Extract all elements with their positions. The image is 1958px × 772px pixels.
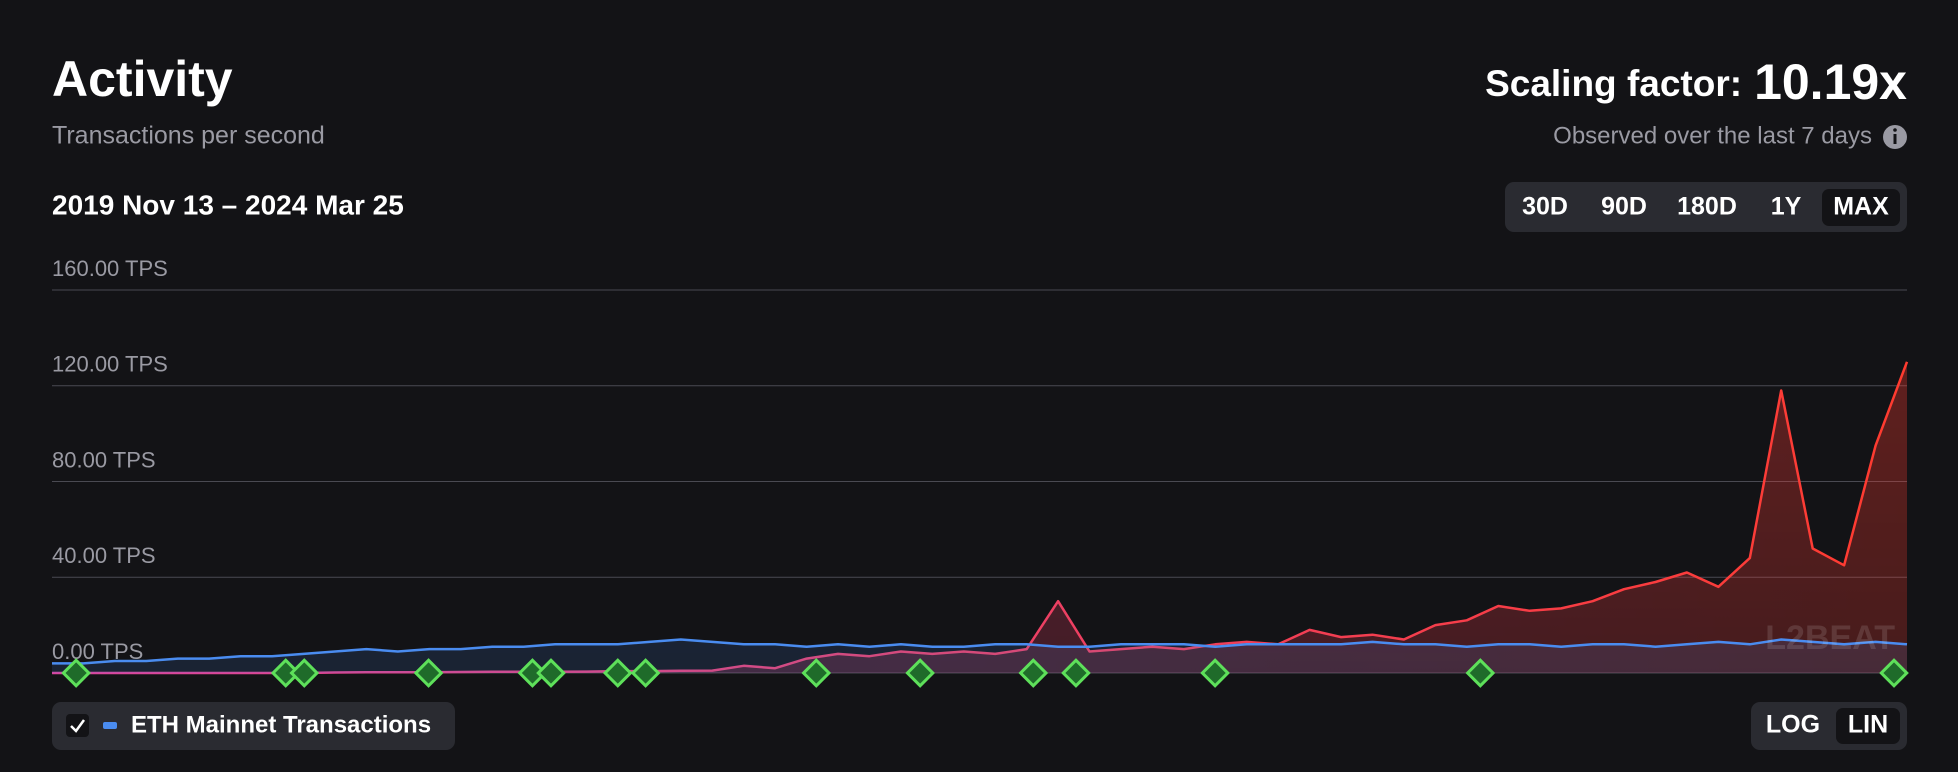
scaling-label: Scaling factor:	[1485, 63, 1742, 104]
milestone[interactable]	[289, 658, 320, 688]
observed-note: Observed over the last 7 days	[1553, 122, 1872, 149]
milestone[interactable]	[1879, 658, 1909, 688]
milestone[interactable]	[1018, 658, 1049, 688]
y-tick-label: 80.00 TPS	[52, 447, 156, 472]
milestone[interactable]	[270, 658, 301, 688]
milestone[interactable]	[630, 658, 661, 688]
legend-label[interactable]: ETH Mainnet Transactions	[131, 711, 431, 738]
milestone[interactable]	[801, 658, 832, 688]
range-button-active[interactable]	[1822, 189, 1900, 226]
scaling-factor: Scaling factor: 10.19x	[1485, 54, 1907, 110]
series-area	[52, 361, 1907, 673]
scale-button[interactable]: LIN	[1848, 711, 1888, 739]
series-line	[52, 638, 1908, 665]
scale-button-active[interactable]	[1836, 708, 1900, 744]
milestone[interactable]	[905, 658, 935, 688]
range-button[interactable]: 1Y	[1771, 193, 1802, 221]
y-tick-label: 160.00 TPS	[52, 256, 168, 281]
milestone[interactable]	[61, 658, 91, 688]
milestone[interactable]	[602, 658, 633, 688]
subtitle: Transactions per second	[52, 122, 325, 150]
milestone[interactable]	[1465, 658, 1496, 688]
scale-button[interactable]: LOG	[1766, 711, 1820, 739]
scaling-value: 10.19x	[1754, 54, 1907, 110]
milestone[interactable]	[413, 658, 444, 688]
range-button[interactable]: 180D	[1677, 193, 1737, 221]
y-tick-label: 0.00 TPS	[52, 639, 143, 664]
milestone[interactable]	[536, 658, 566, 688]
milestone[interactable]	[517, 658, 548, 688]
legend-check	[70, 719, 86, 733]
range-button[interactable]: MAX	[1833, 193, 1889, 221]
range-selector	[1505, 182, 1907, 232]
range-button[interactable]: 90D	[1601, 193, 1647, 221]
plot: 0.00 TPS 40.00 TPS 80.00 TPS 120.00 TPS 160.…	[52, 256, 1909, 675]
legend-checkbox[interactable]	[66, 714, 89, 737]
date-range: 2019 Nov 13 – 2024 Mar 25	[52, 189, 404, 220]
info-icon-dot	[1893, 128, 1897, 132]
y-tick-label: 40.00 TPS	[52, 543, 156, 568]
series-line	[52, 361, 1909, 675]
legend	[52, 702, 455, 750]
milestone[interactable]	[1200, 658, 1230, 688]
y-tick-label: 120.00 TPS	[52, 352, 168, 377]
legend-swatch	[103, 722, 117, 729]
title: Activity	[52, 51, 233, 107]
info-icon-bar	[1893, 134, 1897, 144]
watermark: L2BEAT	[1765, 619, 1895, 657]
milestone[interactable]	[1061, 658, 1091, 688]
range-button[interactable]: 30D	[1522, 193, 1568, 221]
